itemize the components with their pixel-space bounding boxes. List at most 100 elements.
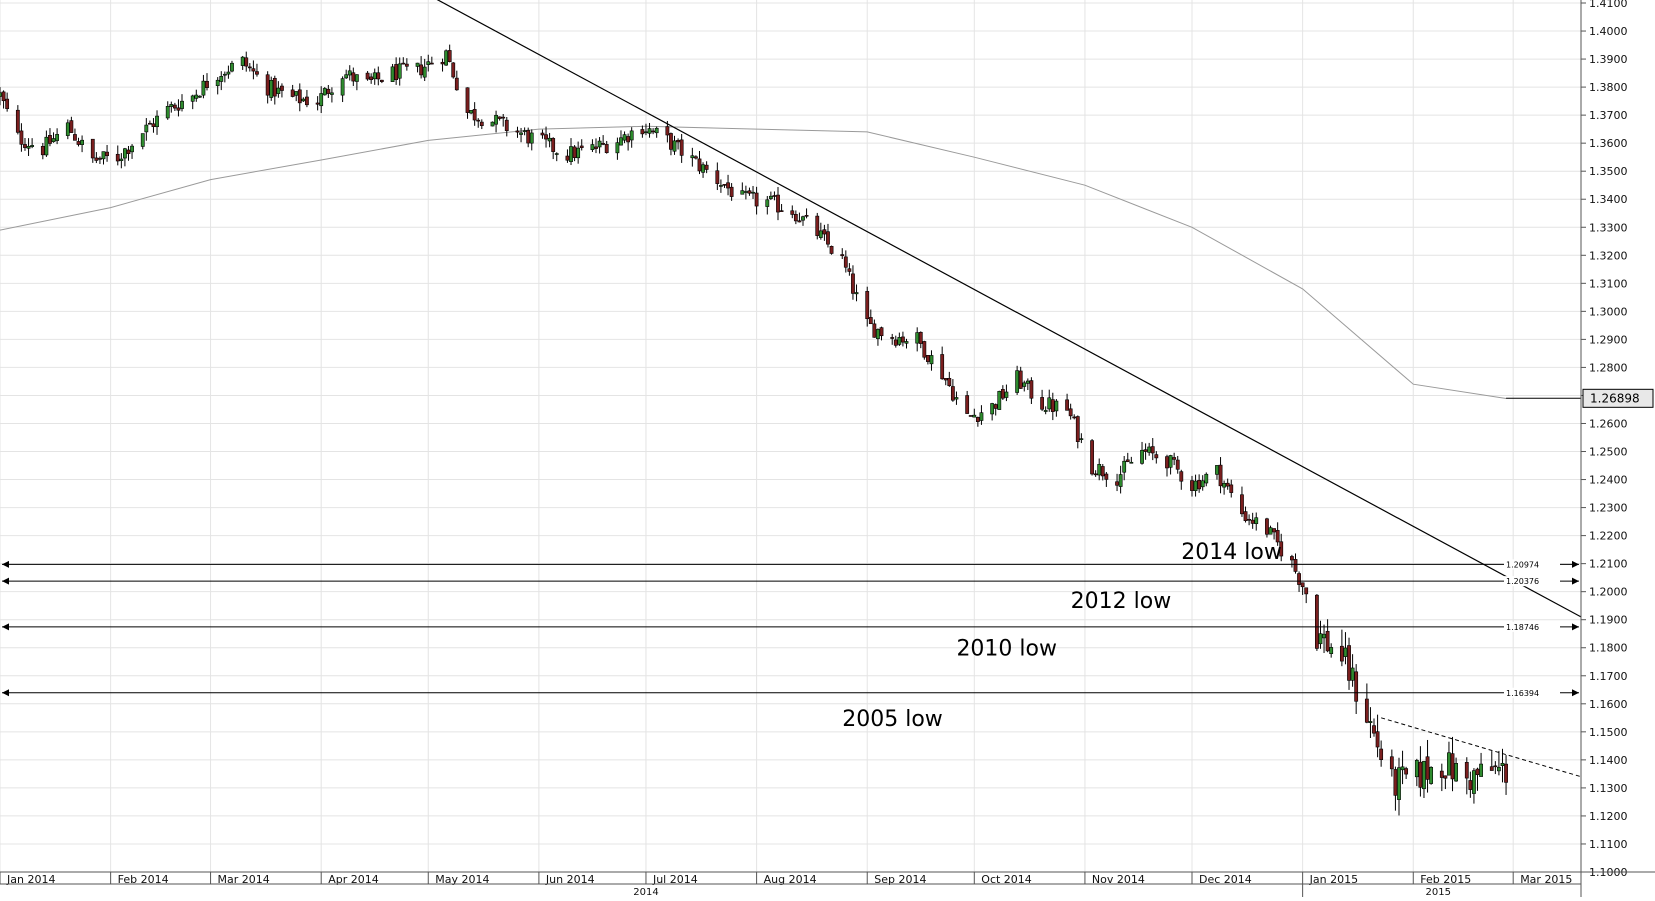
candle-body (1443, 775, 1448, 779)
level-arrow-left (2, 623, 9, 631)
candle-body (722, 184, 727, 186)
candle-body (429, 62, 434, 65)
candle-body (165, 106, 170, 119)
x-month-label: Mar 2014 (218, 873, 270, 886)
candle-body (1200, 480, 1205, 488)
y-tick-label: 1.1100 (1589, 838, 1628, 851)
candle-body (719, 185, 723, 187)
level-value-label: 1.20974 (1506, 560, 1539, 569)
candle-body (726, 182, 730, 189)
candle-body (315, 102, 320, 105)
candle-body (1118, 474, 1123, 487)
candle-body (1079, 438, 1084, 440)
candle-body (55, 134, 60, 141)
y-tick-label: 1.4100 (1589, 0, 1628, 10)
candle-body (1315, 594, 1319, 649)
candle-body (1393, 769, 1398, 796)
candle-body (305, 96, 309, 106)
downtrend-line (436, 0, 1581, 618)
candle-body (554, 153, 559, 155)
candle-body (879, 327, 884, 337)
candle-body (1468, 780, 1473, 790)
candle-body (272, 77, 277, 97)
candle-body (415, 62, 420, 67)
candle-body (743, 191, 748, 193)
y-tick-label: 1.3100 (1589, 277, 1628, 290)
candle-body (1190, 480, 1194, 491)
candle-body (1029, 380, 1034, 399)
candle-body (651, 130, 655, 133)
candle-body (194, 94, 199, 99)
candle-body (319, 93, 324, 107)
candle-body (526, 130, 531, 144)
candle-body (73, 134, 77, 141)
candle-body (1072, 416, 1077, 419)
moving-average-layer (0, 125, 1581, 399)
candle-body (1347, 645, 1351, 681)
y-tick-label: 1.3000 (1589, 305, 1628, 318)
candle-body (123, 148, 127, 159)
candle-body (354, 74, 359, 82)
candle-body (169, 104, 174, 107)
candle-body (740, 190, 745, 195)
candle-body (1475, 768, 1480, 776)
level-arrow-left (2, 689, 9, 697)
candle-layer (0, 44, 1508, 816)
candle-body (868, 317, 873, 325)
candle-body (1165, 456, 1169, 469)
candle-body (604, 144, 609, 153)
candle-body (747, 190, 752, 194)
candle-body (180, 100, 184, 109)
x-month-label: Nov 2014 (1092, 873, 1145, 886)
candle-body (597, 140, 602, 148)
candle-body (0, 92, 2, 97)
y-tick-label: 1.1600 (1589, 698, 1628, 711)
level-arrow-right (1572, 560, 1579, 568)
candle-body (172, 104, 177, 109)
candle-body (101, 151, 106, 160)
candle-body (519, 132, 523, 135)
candle-body (901, 336, 905, 343)
candle-body (576, 147, 581, 159)
candle-body (872, 323, 877, 338)
candle-body (1279, 541, 1284, 557)
candle-body (829, 245, 834, 254)
y-tick-label: 1.3400 (1589, 193, 1628, 206)
candle-body (351, 72, 356, 82)
candle-body (44, 136, 49, 156)
candle-body (579, 145, 584, 148)
candle-body (15, 109, 20, 133)
candle-body (1489, 766, 1494, 771)
candle-body (444, 50, 449, 66)
candle-body (690, 155, 695, 159)
candle-body (1222, 483, 1227, 488)
candle-body (454, 77, 459, 91)
candle-body (1093, 473, 1098, 476)
candle-body (230, 62, 234, 72)
candle-body (80, 139, 84, 145)
candle-body (940, 354, 945, 380)
candle-body (929, 355, 934, 365)
candle-body (979, 412, 984, 421)
candle-body (1429, 766, 1434, 784)
x-month-label: Mar 2015 (1520, 873, 1572, 886)
candle-body (893, 339, 898, 346)
candle-body (1075, 416, 1080, 442)
levels-layer: 1.20974 2014 low 1.20376 2012 low 1.18746 201… (2, 540, 1579, 732)
candle-body (326, 88, 331, 94)
candle-body (301, 98, 306, 102)
x-month-label: Jul 2014 (652, 873, 698, 886)
candle-body (1439, 770, 1444, 778)
candle-body (48, 135, 52, 144)
candle-body (297, 89, 302, 104)
candle-body (569, 146, 573, 162)
candle-body (619, 137, 623, 146)
level-value-label: 1.18746 (1506, 623, 1539, 632)
level-value-label: 1.20376 (1506, 577, 1539, 586)
candle-body (1504, 763, 1508, 783)
candle-body (340, 78, 345, 96)
candle-body (1150, 446, 1155, 454)
candle-body (515, 130, 520, 133)
grid-layer (0, 0, 1581, 873)
level-arrow-left (2, 560, 9, 568)
